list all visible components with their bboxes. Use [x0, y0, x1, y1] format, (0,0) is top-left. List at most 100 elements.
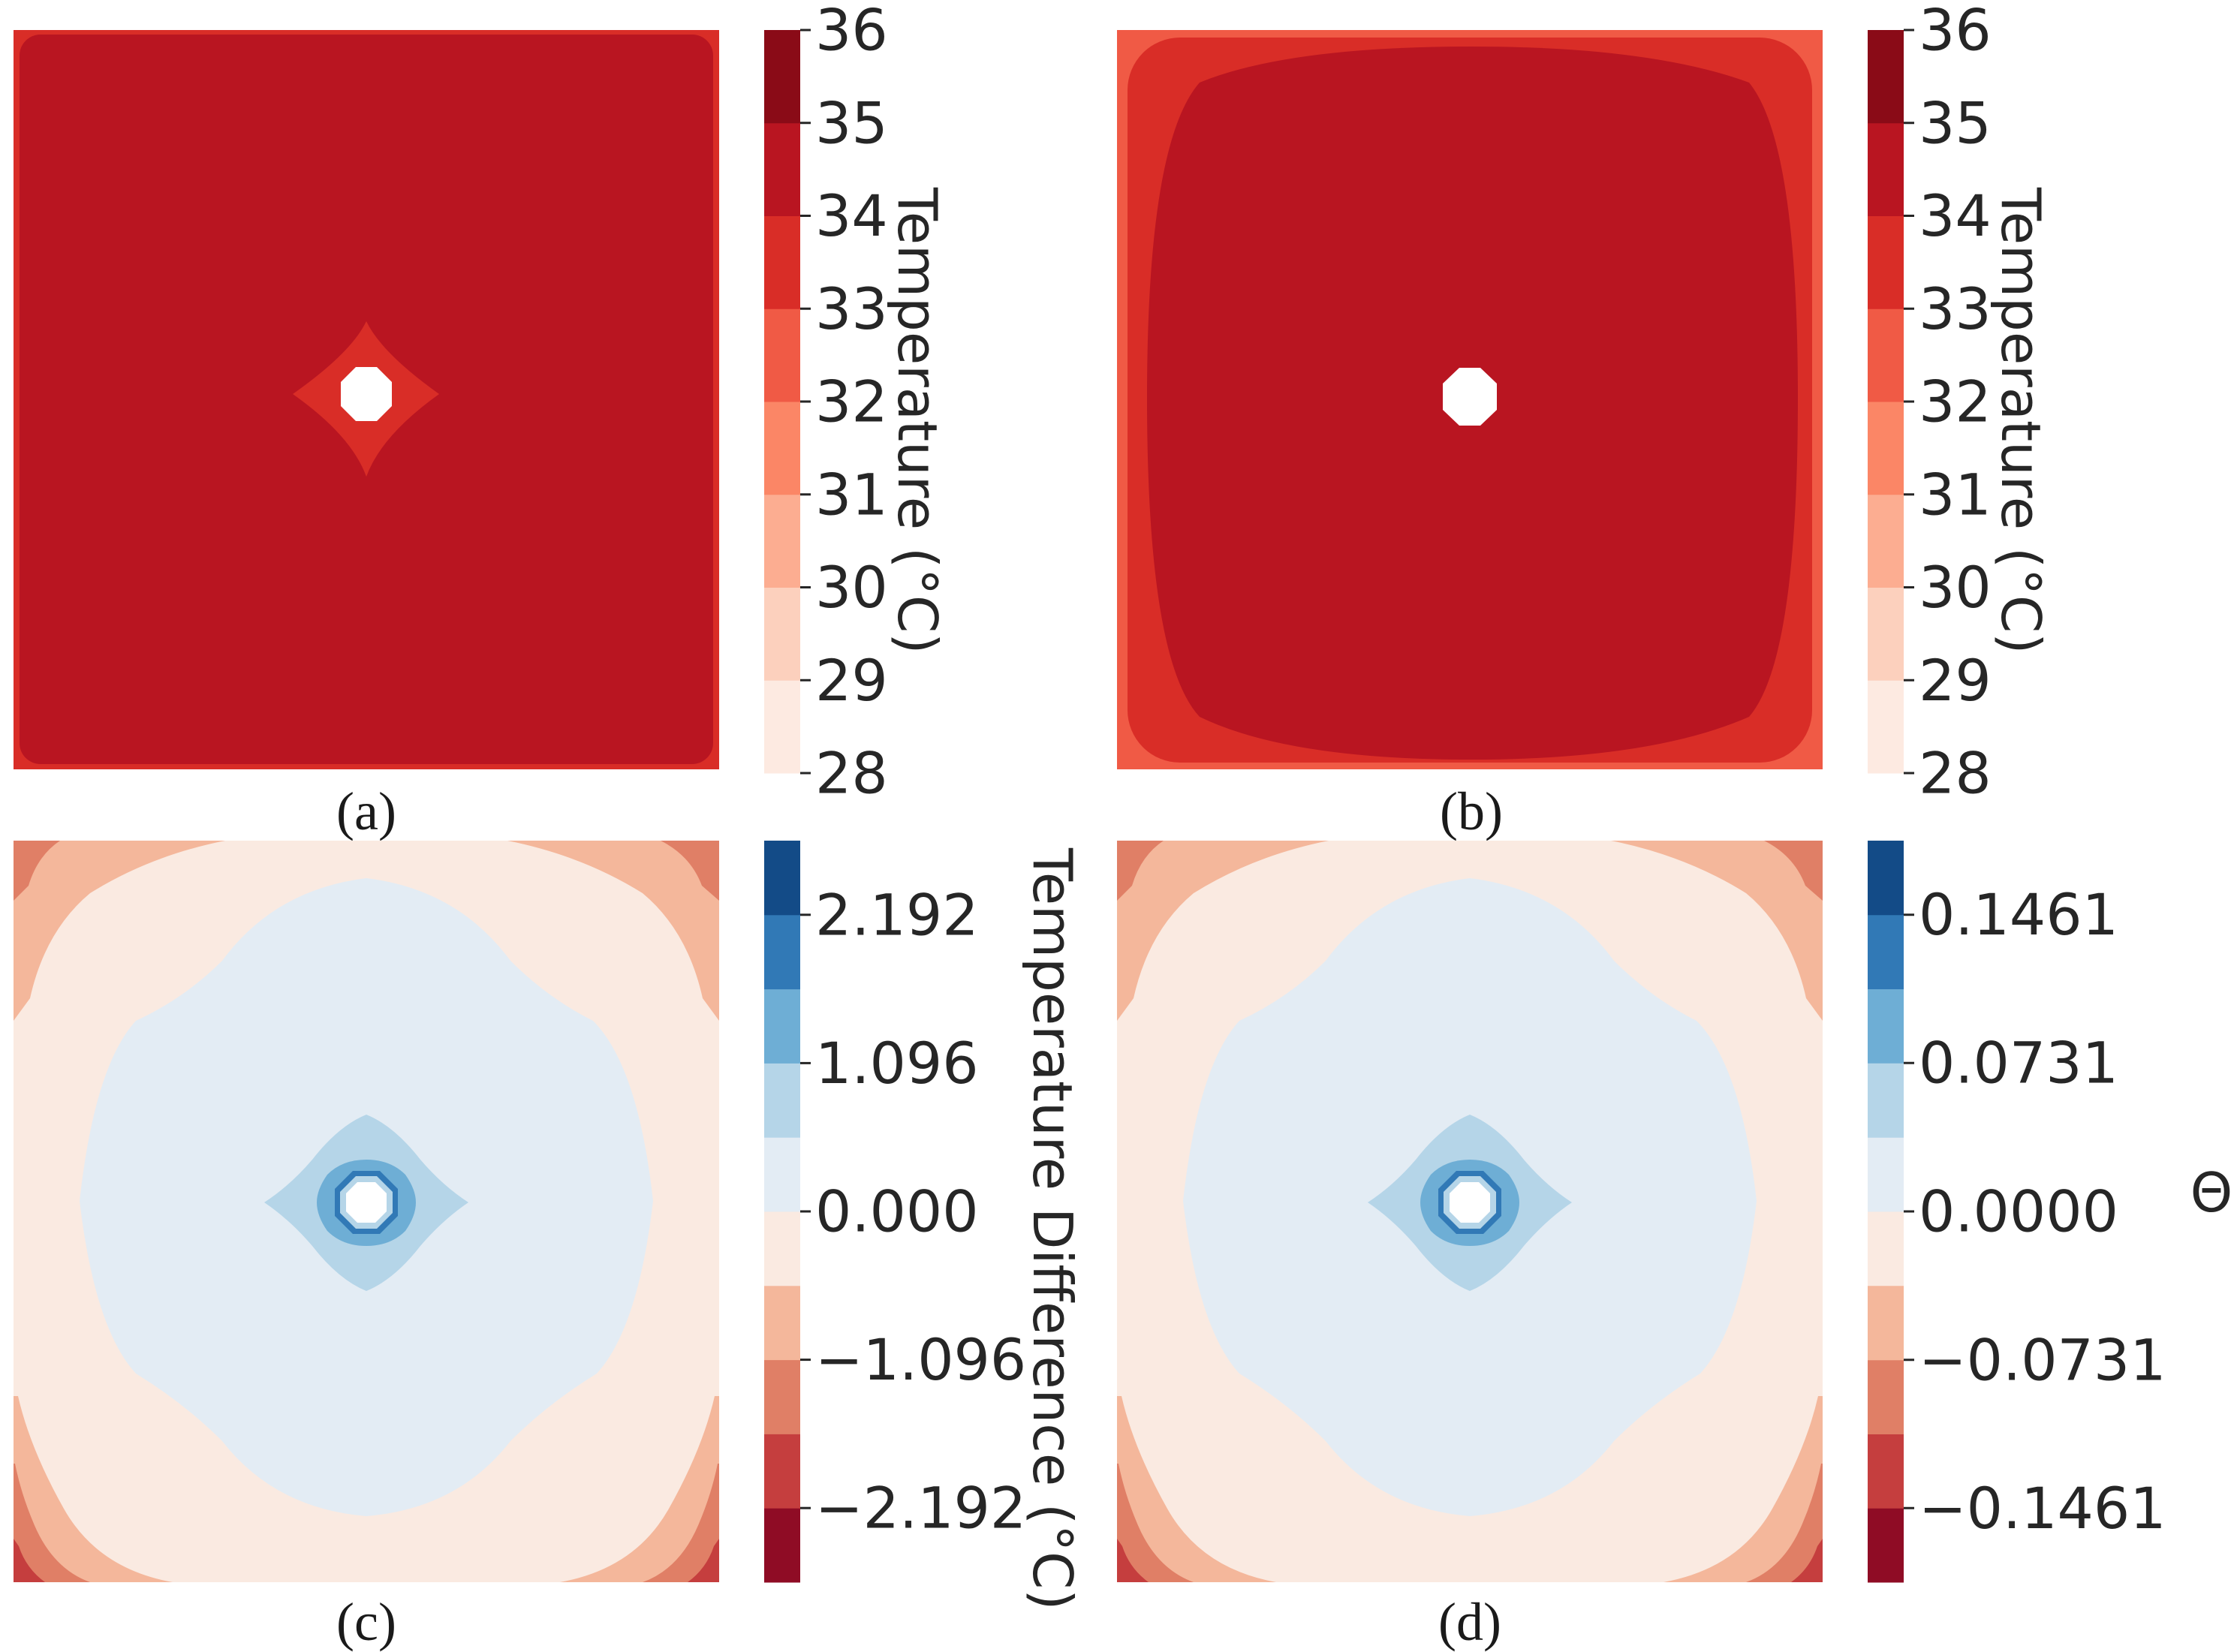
panel-d: −0.1461 −0.0731 0.0000 0.0731 0.1461 Θ (d) — [1117, 841, 2232, 1652]
panel-a-colorbar-segment — [764, 30, 800, 124]
panel-c-colorbar-segment — [764, 1508, 800, 1583]
panel-b-colorbar-tick-label: 35 — [1919, 89, 1992, 156]
panel-a-colorbar-segment — [764, 494, 800, 588]
panel-b-colorbar-segment — [1868, 680, 1904, 774]
panel-d-colorbar-segment — [1868, 1434, 1904, 1509]
panel-b-colorbar-segment — [1868, 402, 1904, 495]
panel-b-colorbar: 28 29 30 31 32 33 34 35 36 — [1868, 0, 1992, 807]
panel-a-colorbar-tick-label: 32 — [815, 369, 888, 435]
panel-a-colorbar-tick-label: 36 — [815, 0, 888, 64]
panel-b: 28 29 30 31 32 33 34 35 36 Temperature (°C) (b) — [1117, 0, 2052, 841]
panel-a-hole — [341, 367, 392, 421]
panel-c-corner-tl — [14, 841, 225, 1021]
panel-a: 28 29 30 31 32 33 34 35 36 Temperature (°C) (a) — [14, 0, 949, 841]
panel-d-hole — [1450, 1182, 1490, 1223]
panel-d-colorbar-label: Θ — [2190, 1161, 2233, 1224]
panel-c-colorbar-tick-label: 0.000 — [815, 1178, 979, 1245]
panel-d-corner-bl-mid — [1117, 1464, 1194, 1582]
panel-d-corner-br — [1663, 1396, 1823, 1582]
panel-a-colorbar-tick-label: 35 — [815, 89, 888, 156]
panel-b-colorbar-tick-label: 32 — [1919, 369, 1992, 435]
panel-c-corner-bl — [14, 1396, 173, 1582]
panel-d-colorbar: −0.1461 −0.0731 0.0000 0.0731 0.1461 — [1868, 841, 2166, 1583]
panel-a-colorbar-tick-label: 31 — [815, 461, 888, 528]
panel-c-caption: (c) — [336, 1592, 396, 1652]
panel-d-colorbar-segment — [1868, 1508, 1904, 1583]
panel-b-colorbar-label: Temperature (°C) — [1989, 187, 2052, 654]
panel-c-corner-br-mid — [643, 1464, 719, 1582]
panel-b-colorbar-tick-label: 31 — [1919, 461, 1992, 528]
panel-b-colorbar-segment — [1868, 122, 1904, 216]
panel-b-colorbar-segment — [1868, 215, 1904, 309]
panel-b-colorbar-segment — [1868, 587, 1904, 681]
panel-d-colorbar-tick-label: −0.0731 — [1919, 1326, 2166, 1393]
panel-d-corner-bl-inner — [1117, 1539, 1149, 1582]
panel-c-colorbar-segment — [764, 914, 800, 990]
panel-c-field — [14, 841, 719, 1582]
panel-d-colorbar-tick-label: 0.0731 — [1919, 1030, 2118, 1097]
panel-d-colorbar-segment — [1868, 1285, 1904, 1361]
panel-d-corner-tr — [1611, 841, 1823, 1021]
panel-b-colorbar-tick-label: 28 — [1919, 740, 1992, 807]
panel-a-colorbar-segment — [764, 122, 800, 216]
panel-a-colorbar-tick-label: 29 — [815, 647, 888, 714]
panel-c-colorbar-label: Temperature Difference (°C) — [1021, 847, 1084, 1611]
panel-c-corner-tr-inner — [661, 841, 719, 901]
panel-c-colorbar-tick-label: 2.192 — [815, 881, 979, 948]
panel-c-colorbar-segment — [764, 841, 800, 916]
panel-c-colorbar-tick-label: −1.096 — [815, 1326, 1026, 1393]
panel-b-colorbar-tick-label: 36 — [1919, 0, 1992, 64]
panel-c: −2.192 −1.096 0.000 1.096 2.192 Temperature … — [14, 841, 1084, 1652]
panel-b-colorbar-tick-label: 34 — [1919, 182, 1992, 249]
panel-c-corner-br-inner — [688, 1539, 719, 1582]
panel-b-colorbar-segment — [1868, 494, 1904, 588]
panel-c-colorbar-segment — [764, 1434, 800, 1509]
panel-d-colorbar-segment — [1868, 914, 1904, 989]
panel-a-colorbar-label: Temperature (°C) — [886, 187, 949, 654]
panel-c-colorbar-tick-label: 1.096 — [815, 1030, 979, 1097]
panel-b-field — [1117, 30, 1823, 769]
panel-a-colorbar-segment — [764, 587, 800, 681]
panel-d-colorbar-segment — [1868, 1137, 1904, 1212]
panel-d-colorbar-segment — [1868, 841, 1904, 916]
panel-a-colorbar-segment — [764, 215, 800, 309]
panel-d-colorbar-segment — [1868, 1359, 1904, 1435]
panel-d-caption: (d) — [1438, 1592, 1501, 1652]
panel-a-colorbar-segment — [764, 308, 800, 402]
panel-c-colorbar-segment — [764, 1359, 800, 1434]
panel-c-colorbar: −2.192 −1.096 0.000 1.096 2.192 — [764, 841, 1026, 1583]
panel-d-colorbar-tick-label: 0.1461 — [1919, 881, 2118, 948]
panel-d-corner-br-mid — [1746, 1464, 1823, 1582]
panel-d-colorbar-segment — [1868, 988, 1904, 1064]
panel-d-colorbar-segment — [1868, 1063, 1904, 1138]
panel-c-colorbar-tick-label: −2.192 — [815, 1475, 1026, 1542]
panel-d-corner-bl — [1117, 1396, 1276, 1582]
panel-c-corner-tl-inner — [14, 841, 60, 901]
panel-d-corner-tr-inner — [1764, 841, 1823, 901]
panel-b-colorbar-segment — [1868, 30, 1904, 124]
panel-b-colorbar-tick-label: 30 — [1919, 554, 1992, 621]
panel-b-colorbar-tick-label: 29 — [1919, 647, 1992, 714]
panel-d-colorbar-tick-label: −0.1461 — [1919, 1475, 2166, 1542]
panel-c-colorbar-segment — [764, 1063, 800, 1138]
panel-c-colorbar-segment — [764, 988, 800, 1064]
panel-a-colorbar-segment — [764, 402, 800, 495]
panel-c-colorbar-segment — [764, 1285, 800, 1361]
panel-c-corner-tr — [507, 841, 719, 1021]
panel-d-corner-tl — [1117, 841, 1329, 1021]
panel-b-colorbar-tick-label: 33 — [1919, 275, 1992, 342]
panel-b-colorbar-segment — [1868, 308, 1904, 402]
panel-c-colorbar-segment — [764, 1211, 800, 1286]
panel-d-corner-tl-inner — [1117, 841, 1164, 901]
panel-a-colorbar: 28 29 30 31 32 33 34 35 36 — [764, 0, 888, 807]
panel-a-field — [14, 30, 719, 769]
panel-a-colorbar-tick-label: 30 — [815, 554, 888, 621]
panel-a-caption: (a) — [336, 781, 396, 841]
panel-a-colorbar-tick-label: 28 — [815, 740, 888, 807]
panel-c-corner-bl-inner — [14, 1539, 45, 1582]
panel-b-caption: (b) — [1440, 781, 1503, 841]
panel-c-corner-br — [560, 1396, 719, 1582]
panel-d-corner-br-inner — [1791, 1539, 1823, 1582]
panel-a-colorbar-segment — [764, 680, 800, 774]
